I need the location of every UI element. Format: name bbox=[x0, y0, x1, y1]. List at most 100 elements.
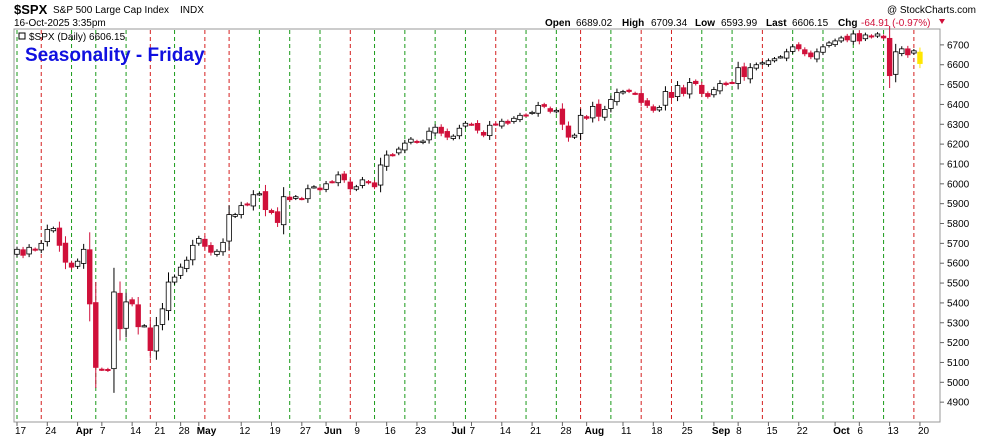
candle-body bbox=[777, 56, 784, 59]
candle-body bbox=[723, 82, 729, 85]
candle-body bbox=[826, 42, 832, 46]
y-tick-label: 4900 bbox=[947, 398, 970, 409]
candle-body bbox=[796, 44, 802, 50]
y-tick-label: 6300 bbox=[947, 120, 970, 131]
candle-body bbox=[789, 46, 796, 52]
candle-body bbox=[117, 292, 123, 330]
y-tick-label: 5300 bbox=[947, 318, 970, 329]
x-tick-label: 11 bbox=[621, 426, 632, 437]
candle-body bbox=[196, 238, 202, 244]
candle-body bbox=[541, 104, 547, 107]
candle-body bbox=[414, 140, 420, 143]
candle-body bbox=[335, 174, 341, 184]
candle-body bbox=[717, 83, 723, 92]
candle-body bbox=[850, 33, 856, 42]
candle-body bbox=[802, 49, 808, 55]
candle-body bbox=[911, 50, 917, 54]
x-tick-label: 21 bbox=[530, 426, 542, 437]
candle-body bbox=[129, 299, 135, 305]
candle-body bbox=[305, 188, 311, 200]
low-value: 6593.99 bbox=[721, 18, 758, 29]
candle-body bbox=[299, 198, 305, 201]
low-label: Low bbox=[695, 18, 715, 29]
candle-body bbox=[202, 238, 208, 247]
candle-body bbox=[693, 80, 699, 84]
candle-body bbox=[432, 126, 438, 134]
candle-body bbox=[208, 245, 214, 253]
candle-body bbox=[377, 164, 384, 186]
candle-body bbox=[832, 40, 838, 46]
candle-body bbox=[14, 248, 20, 255]
candle-body bbox=[480, 132, 487, 136]
y-tick-label: 5500 bbox=[947, 279, 970, 290]
x-tick-label: 18 bbox=[651, 426, 663, 437]
candle-body bbox=[26, 246, 32, 255]
y-tick-label: 6400 bbox=[947, 100, 970, 111]
candle-body bbox=[462, 122, 469, 127]
x-tick-label: 15 bbox=[766, 426, 778, 437]
candle-body bbox=[311, 186, 317, 189]
last-value: 6606.15 bbox=[792, 18, 829, 29]
y-tick-label: 6700 bbox=[947, 40, 970, 51]
candle-body bbox=[262, 191, 269, 211]
candle-body bbox=[286, 196, 293, 201]
candle-body bbox=[559, 108, 566, 125]
x-tick-label: Oct bbox=[833, 426, 850, 437]
candle-body bbox=[565, 125, 572, 138]
legend-candle-icon bbox=[18, 32, 26, 40]
candle-body bbox=[808, 52, 814, 58]
x-tick-label: 21 bbox=[154, 426, 166, 437]
x-tick-label: 25 bbox=[682, 426, 694, 437]
x-tick-label: 27 bbox=[300, 426, 312, 437]
candle-body bbox=[353, 186, 360, 190]
candle-body bbox=[583, 116, 590, 119]
candle-body bbox=[917, 51, 923, 64]
candle-body bbox=[244, 203, 250, 206]
candle-body bbox=[274, 211, 281, 223]
symbol: $SPX bbox=[14, 2, 48, 17]
candle-body bbox=[765, 60, 772, 65]
candle-body bbox=[662, 91, 669, 106]
candle-body bbox=[814, 51, 820, 60]
x-tick-label: Jun bbox=[324, 426, 342, 437]
x-tick-label: 7 bbox=[470, 426, 476, 437]
y-tick-label: 5000 bbox=[947, 378, 970, 389]
candle-body bbox=[596, 103, 602, 117]
candle-body bbox=[529, 111, 535, 114]
y-tick-label: 5200 bbox=[947, 338, 970, 349]
x-tick-label: 6 bbox=[857, 426, 863, 437]
y-tick-label: 5100 bbox=[947, 358, 970, 369]
candle-body bbox=[511, 117, 517, 122]
candle-body bbox=[686, 82, 693, 95]
candle-body bbox=[147, 327, 154, 351]
candle-body bbox=[838, 37, 844, 42]
high-label: High bbox=[622, 18, 644, 29]
high-value: 6709.34 bbox=[651, 18, 688, 29]
candle-body bbox=[656, 107, 663, 111]
index-name: S&P 500 Large Cap Index bbox=[53, 5, 169, 16]
candle-body bbox=[711, 89, 717, 96]
candle-body bbox=[123, 301, 129, 329]
ohlc-readout: Open 6689.02 High 6709.34 Low 6593.99 La… bbox=[545, 18, 945, 29]
chart-title: Seasonality - Friday bbox=[25, 45, 205, 66]
candle-body bbox=[705, 93, 711, 97]
candle-body bbox=[111, 291, 117, 370]
x-tick-label: 12 bbox=[239, 426, 251, 437]
candle-body bbox=[523, 114, 529, 117]
candle-body bbox=[329, 181, 335, 184]
x-tick-label: 19 bbox=[270, 426, 282, 437]
y-tick-label: 6500 bbox=[947, 80, 970, 91]
x-tick-label: Jul bbox=[451, 426, 466, 437]
candle-body bbox=[20, 249, 26, 256]
legend-label: $SPX (Daily) 6606.15 bbox=[29, 32, 126, 43]
candle-body bbox=[232, 214, 238, 217]
x-tick-label: 13 bbox=[888, 426, 900, 437]
x-tick-label: 20 bbox=[918, 426, 930, 437]
candle-body bbox=[402, 142, 408, 151]
x-tick-label: Apr bbox=[76, 426, 93, 437]
x-tick-label: Sep bbox=[712, 426, 730, 437]
candle-body bbox=[68, 262, 75, 268]
candle-body bbox=[293, 196, 299, 199]
candle-body bbox=[238, 205, 244, 215]
